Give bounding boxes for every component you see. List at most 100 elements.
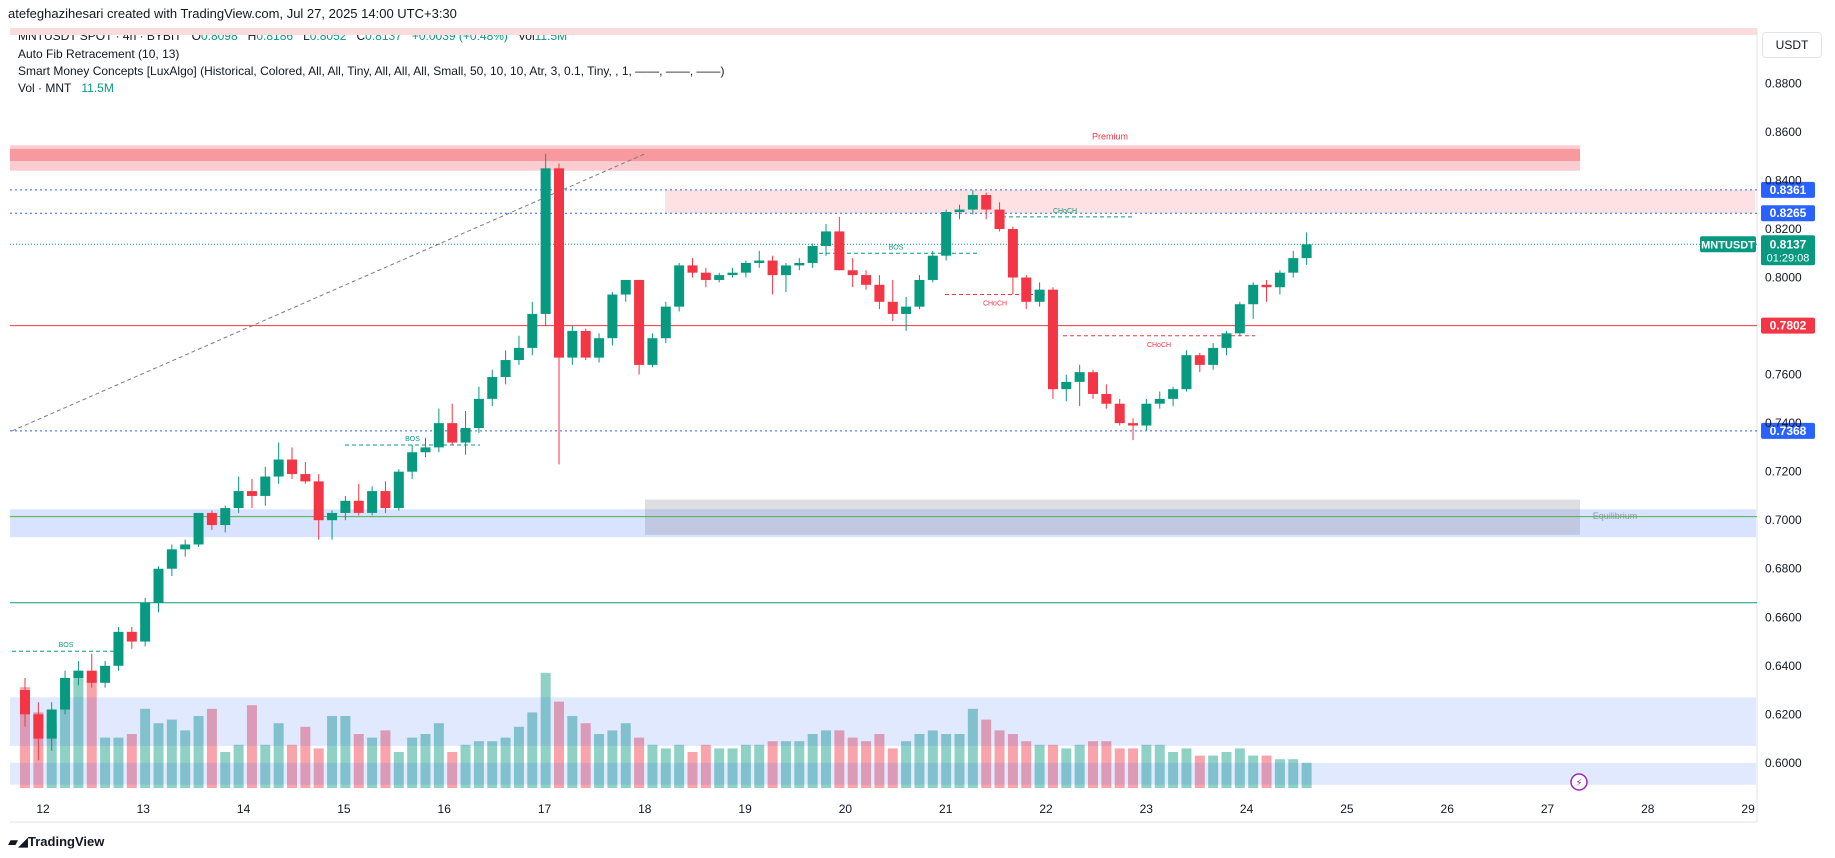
level-label: 0.7802 bbox=[1770, 319, 1807, 333]
y-tick-label: 0.7600 bbox=[1765, 368, 1802, 382]
fib-indicator-legend[interactable]: Auto Fib Retracement (10, 13) bbox=[18, 47, 180, 61]
volume-bar bbox=[554, 701, 564, 788]
volume-bar bbox=[834, 730, 845, 788]
volume-bar bbox=[794, 741, 805, 788]
volume-bar bbox=[193, 716, 204, 788]
candle-body bbox=[901, 306, 912, 314]
candle-body bbox=[834, 231, 845, 271]
candle-body bbox=[113, 631, 124, 666]
candle-body bbox=[1221, 333, 1232, 348]
volume-bar bbox=[540, 672, 551, 788]
x-tick-label: 17 bbox=[538, 802, 552, 816]
structure-label: BOS bbox=[405, 436, 420, 443]
volume-bar bbox=[700, 744, 711, 788]
tv-logo-icon: ▰◢ bbox=[8, 834, 28, 849]
candle-body bbox=[1154, 398, 1165, 404]
volume-bar bbox=[220, 752, 231, 788]
low-label: L bbox=[303, 29, 310, 43]
volume-bar bbox=[140, 708, 151, 788]
lightning-icon bbox=[1570, 773, 1588, 791]
fib-trend-line bbox=[11, 153, 646, 432]
candle-body bbox=[634, 279, 645, 365]
smc-indicator-legend[interactable]: Smart Money Concepts [LuxAlgo] (Historic… bbox=[18, 64, 725, 78]
candle-body bbox=[754, 260, 765, 263]
candle-body bbox=[73, 670, 84, 678]
chart-credit: atefeghazihesari created with TradingVie… bbox=[8, 6, 457, 21]
volume-bar bbox=[780, 741, 791, 788]
candle-body bbox=[327, 512, 338, 521]
x-tick-label: 16 bbox=[438, 802, 452, 816]
y-tick-label: 0.8200 bbox=[1765, 222, 1802, 236]
structure-label: CHoCH bbox=[1053, 208, 1077, 215]
volume-bar bbox=[1114, 748, 1125, 788]
y-tick-label: 0.8000 bbox=[1765, 271, 1802, 285]
candle-body bbox=[1194, 355, 1205, 365]
tradingview-logo[interactable]: ▰◢TradingView bbox=[8, 834, 104, 850]
volume-bar bbox=[180, 730, 191, 788]
brand-name: TradingView bbox=[28, 834, 105, 849]
candle-body bbox=[647, 338, 658, 365]
volume-bar bbox=[687, 752, 698, 788]
candle-body bbox=[353, 500, 364, 513]
candle-body bbox=[767, 260, 778, 276]
candle-body bbox=[1234, 304, 1245, 334]
candle-body bbox=[1047, 289, 1058, 390]
candle-body bbox=[193, 512, 204, 545]
volume-bar bbox=[233, 744, 244, 788]
volume-bar bbox=[914, 734, 925, 788]
volume-bar bbox=[1101, 741, 1112, 788]
candle-body bbox=[821, 231, 831, 246]
candle-body bbox=[1021, 277, 1032, 302]
x-tick-label: 18 bbox=[638, 802, 652, 816]
volume-bar bbox=[113, 737, 124, 788]
volume-bar bbox=[607, 730, 618, 788]
candle-body bbox=[287, 459, 297, 475]
candle-body bbox=[60, 677, 71, 710]
volume-bar bbox=[393, 752, 404, 788]
candle-body bbox=[33, 714, 44, 739]
y-tick-label: 0.6600 bbox=[1765, 610, 1802, 624]
volume-bar bbox=[46, 723, 57, 788]
volume-bar bbox=[1007, 734, 1018, 788]
level-tag bbox=[1761, 317, 1815, 334]
volume-bar bbox=[767, 741, 778, 788]
candle-body bbox=[727, 272, 738, 276]
candle-body bbox=[313, 481, 324, 521]
volume-bar bbox=[1128, 748, 1139, 788]
candle-body bbox=[140, 602, 151, 642]
top-red-band bbox=[10, 28, 1757, 35]
volume-bar bbox=[1074, 744, 1085, 788]
candle-body bbox=[567, 330, 578, 358]
volume-bar bbox=[727, 748, 738, 788]
demand-order-block bbox=[10, 509, 1756, 538]
volume-bar bbox=[500, 737, 511, 788]
x-tick-label: 23 bbox=[1140, 802, 1154, 816]
candle-body bbox=[927, 255, 938, 280]
volume-bar bbox=[300, 726, 311, 788]
y-tick-label: 0.7400 bbox=[1765, 416, 1802, 430]
candle-body bbox=[607, 294, 618, 339]
candle-body bbox=[594, 338, 605, 358]
candle-body bbox=[487, 377, 498, 399]
candle-body bbox=[1301, 244, 1312, 259]
volume-legend[interactable]: Vol · MNT 11.5M bbox=[18, 81, 114, 95]
candle-body bbox=[887, 301, 898, 314]
y-tick-label: 0.6400 bbox=[1765, 659, 1802, 673]
volume-bar bbox=[674, 744, 685, 788]
volume-bar bbox=[287, 744, 297, 788]
price-tag-value: 0.8137 bbox=[1770, 237, 1807, 251]
currency-selector[interactable]: USDT bbox=[1762, 32, 1822, 58]
candle-body bbox=[687, 265, 698, 273]
candle-body bbox=[100, 665, 111, 683]
candle-body bbox=[941, 212, 952, 256]
candle-body bbox=[740, 262, 751, 273]
candle-body bbox=[994, 209, 1005, 229]
candle-body bbox=[1074, 372, 1085, 382]
candle-body bbox=[1208, 347, 1219, 365]
volume-bar bbox=[460, 744, 471, 788]
volume-bar bbox=[1234, 748, 1245, 788]
volume-bar bbox=[487, 741, 498, 788]
close-label: C bbox=[356, 29, 366, 43]
candle-body bbox=[86, 670, 97, 683]
